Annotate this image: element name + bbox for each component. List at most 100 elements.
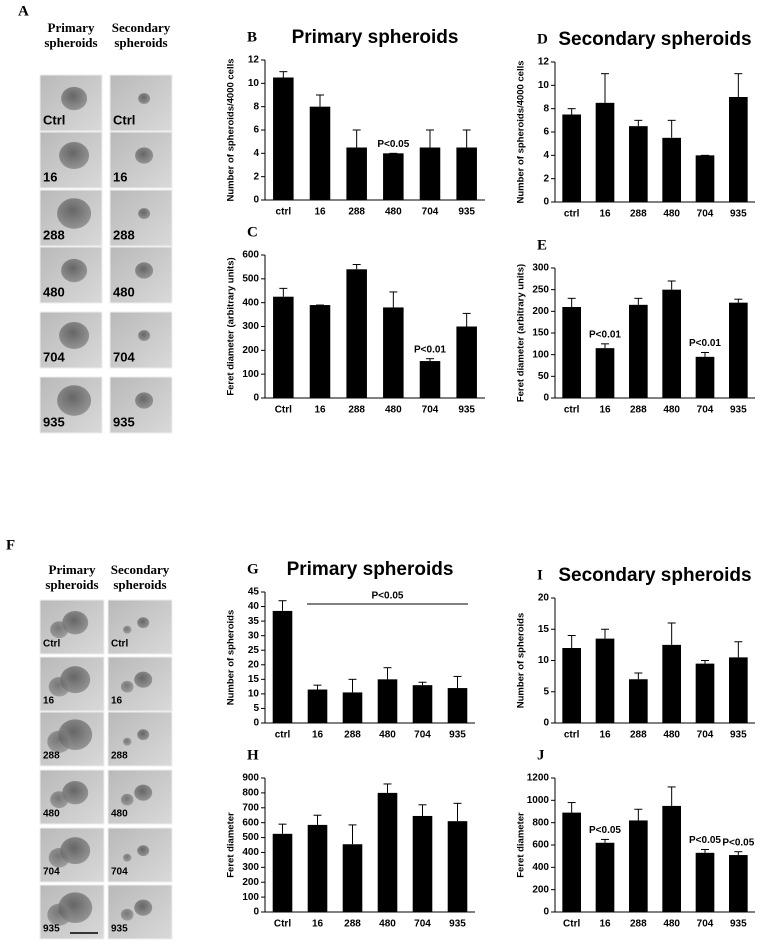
y-tick-label: 800 xyxy=(532,817,549,828)
x-tick-label: 935 xyxy=(730,405,747,416)
y-tick-label: 30 xyxy=(248,630,260,641)
chart-title: Secondary spheroids xyxy=(558,29,751,50)
image-label: 480 xyxy=(113,284,135,299)
x-tick-label: 935 xyxy=(449,919,466,930)
annotation: P<0.05 xyxy=(377,139,409,150)
x-tick-label: 16 xyxy=(314,207,326,218)
y-tick-label: 50 xyxy=(538,371,550,382)
spheroid xyxy=(138,208,151,219)
annotation: P<0.01 xyxy=(589,329,621,340)
y-axis-label: Feret diameter xyxy=(516,812,527,878)
y-tick-label: 0 xyxy=(543,197,549,208)
spheroid xyxy=(137,729,150,741)
panel-letter: D xyxy=(537,31,548,47)
spheroid xyxy=(134,784,153,801)
image-label: 288 xyxy=(113,227,135,242)
y-tick-label: 0 xyxy=(253,195,259,206)
spheroid xyxy=(138,330,151,341)
x-tick-label: ctrl xyxy=(275,730,291,741)
y-tick-label: 20 xyxy=(248,659,260,670)
bar xyxy=(729,302,748,398)
image-label: 288 xyxy=(43,751,60,762)
x-tick-label: 480 xyxy=(379,919,396,930)
y-tick-label: 600 xyxy=(242,250,259,261)
spheroid xyxy=(137,845,150,857)
y-tick-label: 0 xyxy=(253,393,259,404)
y-axis-label: Number of spheroids/4000 cells xyxy=(516,60,527,203)
x-tick-label: 935 xyxy=(730,919,747,930)
y-tick-label: 400 xyxy=(242,297,259,308)
chart-title: Primary spheroids xyxy=(292,27,459,48)
y-axis-label: Number of spheroids/4000 cells xyxy=(226,58,237,201)
y-tick-label: 10 xyxy=(538,80,550,91)
image-label: 935 xyxy=(113,414,135,429)
column-header: Secondary spheroids xyxy=(110,562,170,592)
image-label: Ctrl xyxy=(43,112,65,127)
x-tick-label: 288 xyxy=(630,730,647,741)
y-tick-label: 800 xyxy=(242,788,259,799)
spheroid xyxy=(48,676,70,697)
x-tick-label: Ctrl xyxy=(563,919,580,930)
x-tick-label: 16 xyxy=(599,405,611,416)
y-tick-label: 10 xyxy=(248,689,260,700)
x-tick-label: 288 xyxy=(344,919,361,930)
y-tick-label: 45 xyxy=(248,587,260,598)
annotation: P<0.05 xyxy=(372,591,404,602)
spheroid xyxy=(120,793,134,806)
micrograph xyxy=(107,884,173,940)
bar xyxy=(412,685,433,723)
annotation: P<0.05 xyxy=(722,837,754,848)
bar xyxy=(377,679,398,723)
bar xyxy=(307,689,328,723)
spheroid xyxy=(135,147,154,164)
panel-letter: E xyxy=(537,237,547,253)
spheroid xyxy=(138,93,151,104)
bar xyxy=(346,269,367,398)
y-tick-label: 0 xyxy=(543,718,549,729)
bar xyxy=(629,679,648,723)
x-tick-label: 935 xyxy=(449,730,466,741)
x-tick-label: 704 xyxy=(697,919,714,930)
y-axis-label: Feret diameter (arbitrary units) xyxy=(516,264,527,402)
column-header: Primary spheroids xyxy=(45,562,99,592)
image-label: 288 xyxy=(43,227,65,242)
bar xyxy=(595,842,615,912)
annotation: P<0.01 xyxy=(414,344,446,355)
image-label: 704 xyxy=(111,867,128,878)
image-label: 935 xyxy=(43,414,65,429)
bar xyxy=(595,348,615,398)
y-axis-label: Feret diameter (arbitrary units) xyxy=(226,257,237,395)
spheroid xyxy=(134,899,153,916)
x-tick-label: 935 xyxy=(458,207,475,218)
bar xyxy=(419,147,441,200)
spheroid xyxy=(134,671,153,688)
x-tick-label: 16 xyxy=(312,730,324,741)
x-tick-label: 16 xyxy=(599,730,611,741)
image-label: Ctrl xyxy=(111,639,128,650)
y-tick-label: 400 xyxy=(242,847,259,858)
x-tick-label: 935 xyxy=(730,730,747,741)
x-tick-label: ctrl xyxy=(564,405,580,416)
image-label: Ctrl xyxy=(43,639,60,650)
y-tick-label: 35 xyxy=(248,616,260,627)
bar xyxy=(629,304,648,398)
spheroid xyxy=(120,680,134,693)
bar xyxy=(629,820,648,912)
y-tick-label: 15 xyxy=(248,674,260,685)
spheroid xyxy=(59,142,90,170)
y-tick-label: 400 xyxy=(532,862,549,873)
y-tick-label: 100 xyxy=(242,369,259,380)
y-tick-label: 4 xyxy=(253,148,259,159)
image-label: 935 xyxy=(111,924,128,935)
y-tick-label: 12 xyxy=(248,55,260,66)
image-label: 16 xyxy=(43,696,55,707)
bar xyxy=(595,102,615,202)
x-tick-label: ctrl xyxy=(276,207,292,218)
y-tick-label: 8 xyxy=(253,101,259,112)
y-tick-label: 1000 xyxy=(527,795,550,806)
y-tick-label: 700 xyxy=(242,802,259,813)
y-tick-label: 8 xyxy=(543,103,549,114)
x-tick-label: 288 xyxy=(630,405,647,416)
spheroid xyxy=(62,610,89,635)
